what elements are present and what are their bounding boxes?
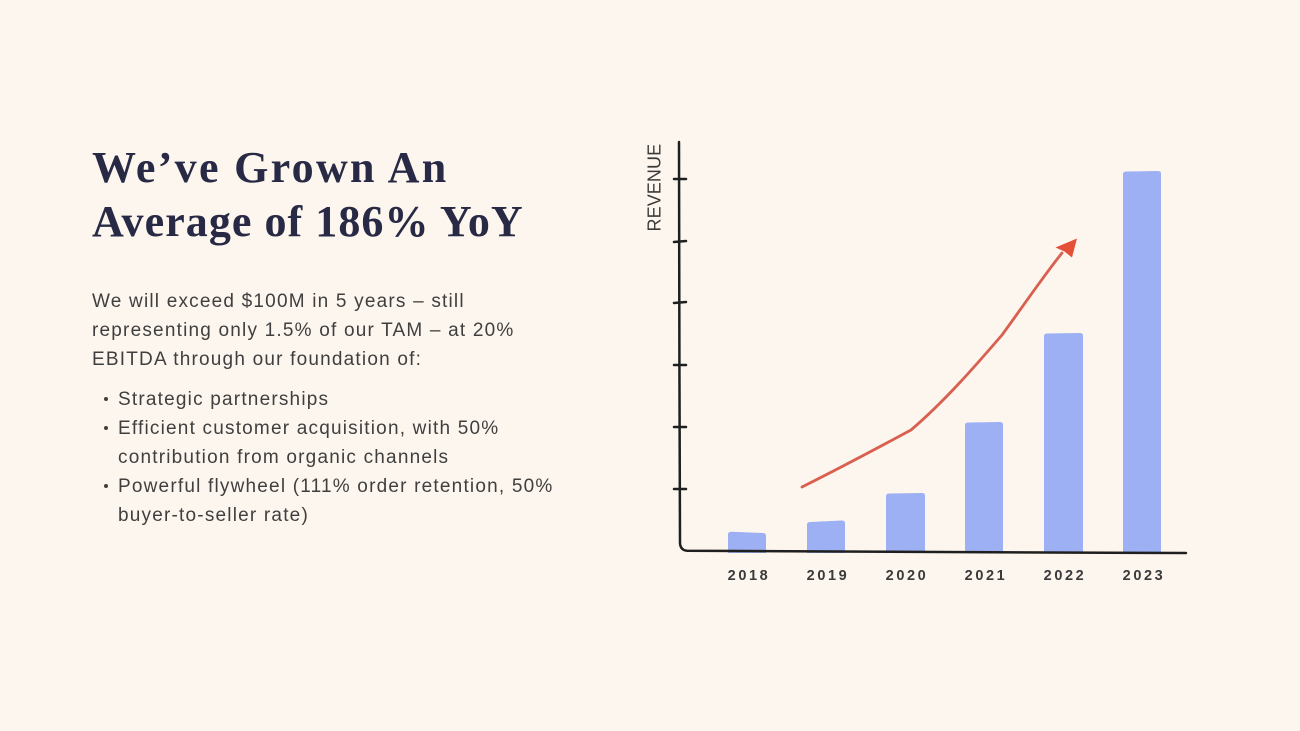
- svg-text:2019: 2019: [807, 568, 850, 584]
- svg-text:2022: 2022: [1044, 568, 1087, 584]
- svg-text:2021: 2021: [965, 568, 1008, 584]
- svg-text:REVENUE: REVENUE: [645, 144, 665, 232]
- svg-text:2020: 2020: [886, 568, 929, 584]
- svg-text:2023: 2023: [1123, 568, 1166, 584]
- svg-text:2018: 2018: [728, 568, 771, 584]
